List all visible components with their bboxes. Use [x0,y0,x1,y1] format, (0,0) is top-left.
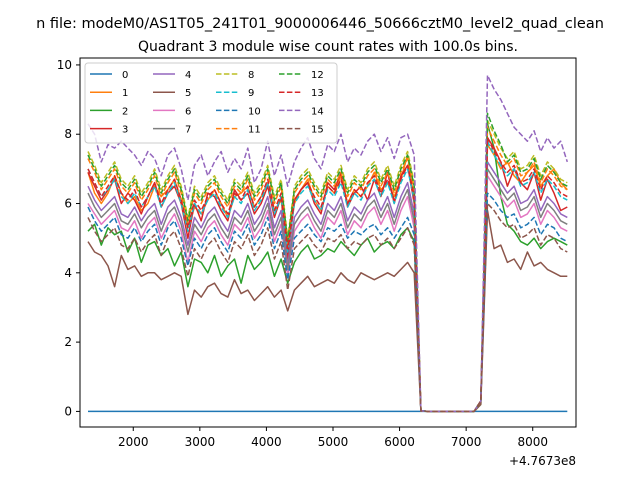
legend-label: 11 [248,125,261,136]
legend-label: 12 [311,70,324,81]
y-tick-label: 8 [64,127,72,141]
legend-entry-3: 3 [90,125,128,136]
y-tick-label: 6 [64,197,72,211]
legend-entry-6: 6 [153,106,191,117]
legend-label: 13 [311,88,324,99]
legend-entry-13: 13 [279,88,324,99]
legend-label: 8 [248,70,254,81]
legend-entry-9: 9 [216,88,254,99]
series-line-13 [87,136,568,413]
x-tick-label: 2000 [118,435,149,449]
series-line-10 [87,192,568,413]
legend-label: 6 [185,106,191,117]
x-axis-offset-label: +4.7673e8 [509,454,576,468]
x-tick-label: 5000 [318,435,349,449]
x-tick-label: 3000 [185,435,216,449]
x-tick-label: 6000 [384,435,415,449]
legend-entry-11: 11 [216,125,261,136]
legend-label: 2 [122,106,128,117]
series-line-11 [87,126,568,413]
legend-entry-8: 8 [216,70,254,81]
legend-box [84,62,338,144]
figure-suptitle: n file: modeM0/AS1T05_241T01_9000006446_… [36,16,604,32]
series-layer [87,74,569,413]
legend-label: 7 [185,125,191,136]
x-axis-ticks: 2000 3000 4000 5000 6000 7000 8000 [118,427,548,449]
y-tick-label: 2 [64,335,72,349]
series-line-8 [87,119,568,413]
series-line-2 [87,123,568,413]
legend-entry-14: 14 [279,106,324,117]
x-tick-label: 8000 [517,435,548,449]
y-tick-label: 10 [57,58,72,72]
legend-label: 5 [185,88,191,99]
legend-entry-7: 7 [153,125,191,136]
series-line-12 [87,112,568,413]
legend-label: 3 [122,125,128,136]
series-line-3 [87,136,568,413]
legend-entry-2: 2 [90,106,128,117]
legend-entry-5: 5 [153,88,191,99]
legend-label: 10 [248,106,261,117]
legend-entry-0: 0 [90,70,128,81]
legend-label: 4 [185,70,191,81]
chart-title: Quadrant 3 module wise count rates with … [138,39,518,55]
series-line-15 [87,202,568,413]
legend-label: 1 [122,88,128,99]
legend-label: 0 [122,70,128,81]
legend-entry-4: 4 [153,70,191,81]
legend-label: 14 [311,106,324,117]
axes-frame [79,57,577,428]
legend-label: 9 [248,88,254,99]
legend-label: 15 [311,125,324,136]
x-tick-label: 7000 [451,435,482,449]
y-tick-label: 0 [64,404,72,418]
y-axis-ticks: 0 2 4 6 8 10 [57,58,80,418]
x-tick-label: 4000 [251,435,282,449]
legend-entry-12: 12 [279,70,324,81]
legend-entry-15: 15 [279,125,324,136]
legend-entry-10: 10 [216,106,261,117]
y-tick-label: 4 [64,266,72,280]
legend-entry-1: 1 [90,88,128,99]
